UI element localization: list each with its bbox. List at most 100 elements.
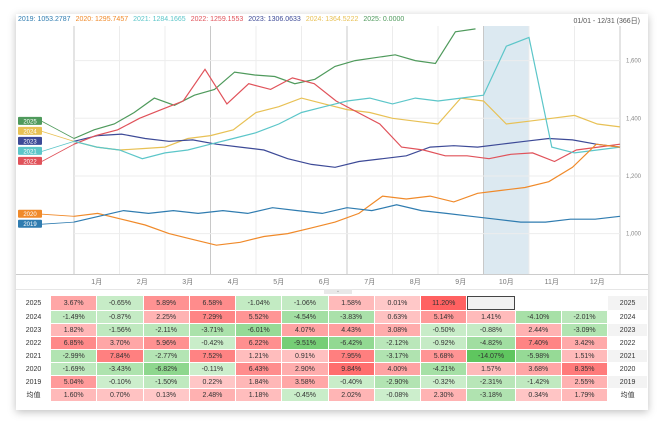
return-cell[interactable]: 3.42% — [561, 337, 608, 349]
return-cell[interactable]: -0.40% — [328, 376, 374, 388]
return-cell[interactable]: 0.13% — [143, 389, 189, 401]
return-cell[interactable]: 1.84% — [236, 376, 282, 388]
return-cell[interactable]: -4.21% — [421, 363, 467, 375]
return-cell[interactable]: 3.58% — [282, 376, 328, 388]
return-cell[interactable]: -3.18% — [467, 389, 515, 401]
return-cell[interactable]: 5.96% — [143, 337, 189, 349]
return-cell[interactable]: 2.90% — [282, 363, 328, 375]
return-cell[interactable]: -1.42% — [515, 376, 561, 388]
return-cell[interactable]: 9.84% — [328, 363, 374, 375]
return-cell[interactable]: 1.18% — [236, 389, 282, 401]
return-cell[interactable]: 0.70% — [97, 389, 143, 401]
return-cell[interactable]: 0.34% — [515, 389, 561, 401]
return-cell[interactable]: -3.43% — [97, 363, 143, 375]
return-cell[interactable]: 1.21% — [236, 350, 282, 362]
return-cell[interactable]: -5.98% — [515, 350, 561, 362]
return-cell[interactable]: 0.91% — [282, 350, 328, 362]
return-cell[interactable]: 2.48% — [189, 389, 236, 401]
return-cell[interactable]: 0.63% — [374, 311, 421, 323]
return-cell[interactable]: 1.41% — [467, 311, 515, 323]
return-cell[interactable]: -6.01% — [236, 324, 282, 336]
return-cell[interactable]: 2.44% — [515, 324, 561, 336]
return-cell[interactable]: -0.42% — [189, 337, 236, 349]
return-cell[interactable]: -3.83% — [328, 311, 374, 323]
return-cell[interactable]: 1.58% — [328, 296, 374, 310]
return-cell[interactable]: 2.02% — [328, 389, 374, 401]
return-cell[interactable]: -1.69% — [51, 363, 97, 375]
return-cell[interactable]: -3.71% — [189, 324, 236, 336]
return-cell[interactable]: 5.89% — [143, 296, 189, 310]
return-cell[interactable]: -0.87% — [97, 311, 143, 323]
legend-item[interactable]: 2019: 1053.2787 — [18, 16, 71, 23]
return-cell[interactable]: -1.06% — [282, 296, 328, 310]
return-cell[interactable]: 3.68% — [515, 363, 561, 375]
return-cell[interactable]: 5.52% — [236, 311, 282, 323]
return-cell[interactable]: -1.04% — [236, 296, 282, 310]
return-cell[interactable]: 1.79% — [561, 389, 608, 401]
return-cell[interactable]: -3.17% — [374, 350, 421, 362]
return-cell[interactable]: -2.12% — [374, 337, 421, 349]
return-cell[interactable]: 6.22% — [236, 337, 282, 349]
return-cell[interactable]: -2.31% — [467, 376, 515, 388]
return-cell[interactable]: -1.49% — [51, 311, 97, 323]
return-cell[interactable]: -0.88% — [467, 324, 515, 336]
return-cell[interactable]: 5.14% — [421, 311, 467, 323]
return-cell[interactable]: 6.85% — [51, 337, 97, 349]
return-cell[interactable]: -1.50% — [143, 376, 189, 388]
return-cell[interactable]: -0.50% — [421, 324, 467, 336]
return-cell[interactable]: 7.29% — [189, 311, 236, 323]
return-cell[interactable]: -0.11% — [189, 363, 236, 375]
return-cell[interactable]: 5.04% — [51, 376, 97, 388]
return-cell[interactable]: 5.68% — [421, 350, 467, 362]
legend-item[interactable]: 2025: 0.0000 — [363, 16, 405, 23]
return-cell[interactable]: 8.35% — [561, 363, 608, 375]
return-cell[interactable]: 3.70% — [97, 337, 143, 349]
return-cell[interactable]: 6.43% — [236, 363, 282, 375]
return-cell[interactable]: 1.51% — [561, 350, 608, 362]
return-cell[interactable]: -0.65% — [97, 296, 143, 310]
return-cell[interactable] — [516, 296, 561, 310]
return-cell[interactable]: -0.32% — [421, 376, 467, 388]
legend-item[interactable]: 2022: 1259.1553 — [190, 16, 244, 23]
return-cell[interactable]: 1.57% — [467, 363, 515, 375]
line-chart[interactable]: 1,000 1,200 1,400 1,600 2025 2024 2023 2021 2022… — [16, 26, 648, 274]
return-cell[interactable]: -6.82% — [143, 363, 189, 375]
return-cell[interactable]: -2.99% — [51, 350, 97, 362]
return-cell[interactable]: 0.01% — [374, 296, 421, 310]
return-cell[interactable]: 4.43% — [328, 324, 374, 336]
return-cell[interactable]: -4.82% — [467, 337, 515, 349]
return-cell[interactable]: -2.77% — [143, 350, 189, 362]
return-cell[interactable]: -2.11% — [143, 324, 189, 336]
return-cell[interactable] — [467, 296, 515, 310]
return-cell[interactable]: 3.08% — [374, 324, 421, 336]
return-cell[interactable]: -0.45% — [282, 389, 328, 401]
return-cell[interactable]: 4.07% — [282, 324, 328, 336]
return-cell[interactable]: 7.95% — [328, 350, 374, 362]
return-cell[interactable]: 2.30% — [421, 389, 467, 401]
return-cell[interactable]: -1.56% — [97, 324, 143, 336]
resize-handle[interactable]: ⌄ — [324, 289, 352, 294]
return-cell[interactable]: 0.22% — [189, 376, 236, 388]
return-cell[interactable]: 6.58% — [189, 296, 236, 310]
return-cell[interactable]: -2.90% — [374, 376, 421, 388]
legend-item[interactable]: 2021: 1284.1665 — [133, 16, 186, 23]
return-cell[interactable] — [562, 296, 607, 310]
legend-item[interactable]: 2020: 1295.7457 — [75, 16, 129, 23]
return-cell[interactable]: 1.82% — [51, 324, 97, 336]
return-cell[interactable]: 2.55% — [561, 376, 608, 388]
return-cell[interactable]: -14.07% — [467, 350, 515, 362]
return-cell[interactable]: 1.60% — [51, 389, 97, 401]
return-cell[interactable]: 7.52% — [189, 350, 236, 362]
legend-item[interactable]: 2023: 1306.0633 — [248, 16, 301, 23]
return-cell[interactable]: 7.40% — [515, 337, 561, 349]
legend-item[interactable]: 2024: 1364.5222 — [305, 16, 359, 23]
return-cell[interactable]: -2.01% — [561, 311, 608, 323]
return-cell[interactable]: 2.25% — [143, 311, 189, 323]
return-cell[interactable]: -9.51% — [282, 337, 328, 349]
return-cell[interactable]: 3.67% — [51, 296, 97, 310]
return-cell[interactable]: -4.10% — [515, 311, 561, 323]
return-cell[interactable]: 7.84% — [97, 350, 143, 362]
return-cell[interactable]: -0.92% — [421, 337, 467, 349]
return-cell[interactable]: -0.08% — [374, 389, 421, 401]
return-cell[interactable]: -0.10% — [97, 376, 143, 388]
